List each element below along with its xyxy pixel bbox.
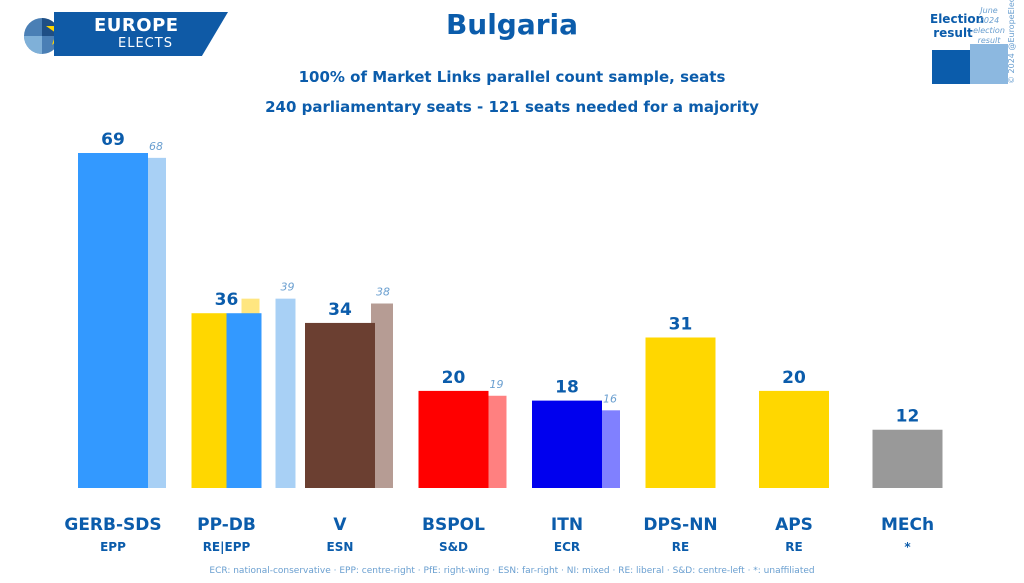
prev-value-label-itn: 16 <box>603 392 617 405</box>
footer-legend: ECR: national-conservative · EPP: centre… <box>209 566 815 576</box>
value-label-v: 34 <box>328 300 352 320</box>
logo-text-europe: EUROPE <box>94 15 179 36</box>
prev-value-label-gerb-sds: 68 <box>149 140 163 153</box>
prev-bar-itn <box>598 410 620 488</box>
value-label-mech: 12 <box>896 407 920 427</box>
bar-pp-db-part2 <box>226 313 262 488</box>
value-label-gerb-sds: 69 <box>101 130 125 150</box>
prev-value-label-bspol: 19 <box>490 378 504 391</box>
bar-pp-db-part1 <box>191 313 227 488</box>
chart-title: Bulgaria <box>445 8 579 41</box>
prev-bar-gerb-sds <box>144 157 166 488</box>
party-group-bspol: S&D <box>439 540 468 554</box>
europe-elects-logo: EUROPE ELECTS <box>18 10 228 58</box>
value-label-aps: 20 <box>782 368 806 388</box>
legend-previous-label: June 2024 election result <box>973 6 1005 45</box>
party-name-mech: MECh <box>881 515 934 535</box>
legend-current-swatch <box>932 50 970 84</box>
bar-dps-nn <box>645 337 716 488</box>
prev-bar-pp-db <box>275 298 296 488</box>
prev-bar-v <box>371 303 393 488</box>
party-group-itn: ECR <box>554 540 580 554</box>
prev-value-label-pp-db: 39 <box>281 281 295 294</box>
legend: Election result June 2024 election resul… <box>920 4 1024 92</box>
prev-bar-bspol <box>484 395 507 488</box>
value-label-itn: 18 <box>555 378 579 398</box>
bar-v <box>305 322 375 488</box>
logo-band <box>54 12 228 56</box>
party-group-mech: * <box>904 540 911 554</box>
party-name-dps-nn: DPS-NN <box>643 515 717 535</box>
bar-aps <box>759 390 829 488</box>
value-label-bspol: 20 <box>442 368 466 388</box>
party-group-aps: RE <box>785 540 802 554</box>
chart-subtitle-2: 240 parliamentary seats - 121 seats need… <box>265 98 759 116</box>
bar-gerb-sds <box>78 153 148 488</box>
bar-mech <box>872 429 943 488</box>
party-group-pp-db: RE|EPP <box>203 540 251 554</box>
party-name-bspol: BSPOL <box>422 515 485 535</box>
party-group-gerb-sds: EPP <box>100 540 126 554</box>
chart-subtitle-1: 100% of Market Links parallel count samp… <box>298 68 726 86</box>
bar-itn <box>532 400 602 488</box>
party-group-v: ESN <box>327 540 354 554</box>
prev-value-label-v: 38 <box>376 286 390 299</box>
party-name-pp-db: PP-DB <box>197 515 256 535</box>
legend-current-label: Election result <box>930 12 985 40</box>
party-name-gerb-sds: GERB-SDS <box>64 515 161 535</box>
party-group-dps-nn: RE <box>672 540 689 554</box>
logo-text-elects: ELECTS <box>118 36 173 51</box>
bar-bspol <box>418 390 489 488</box>
value-label-pp-db: 36 <box>215 290 239 310</box>
party-name-itn: ITN <box>551 515 583 535</box>
value-label-dps-nn: 31 <box>669 314 693 334</box>
legend-previous-swatch <box>970 44 1008 84</box>
party-name-aps: APS <box>775 515 813 535</box>
party-name-v: V <box>333 515 347 535</box>
